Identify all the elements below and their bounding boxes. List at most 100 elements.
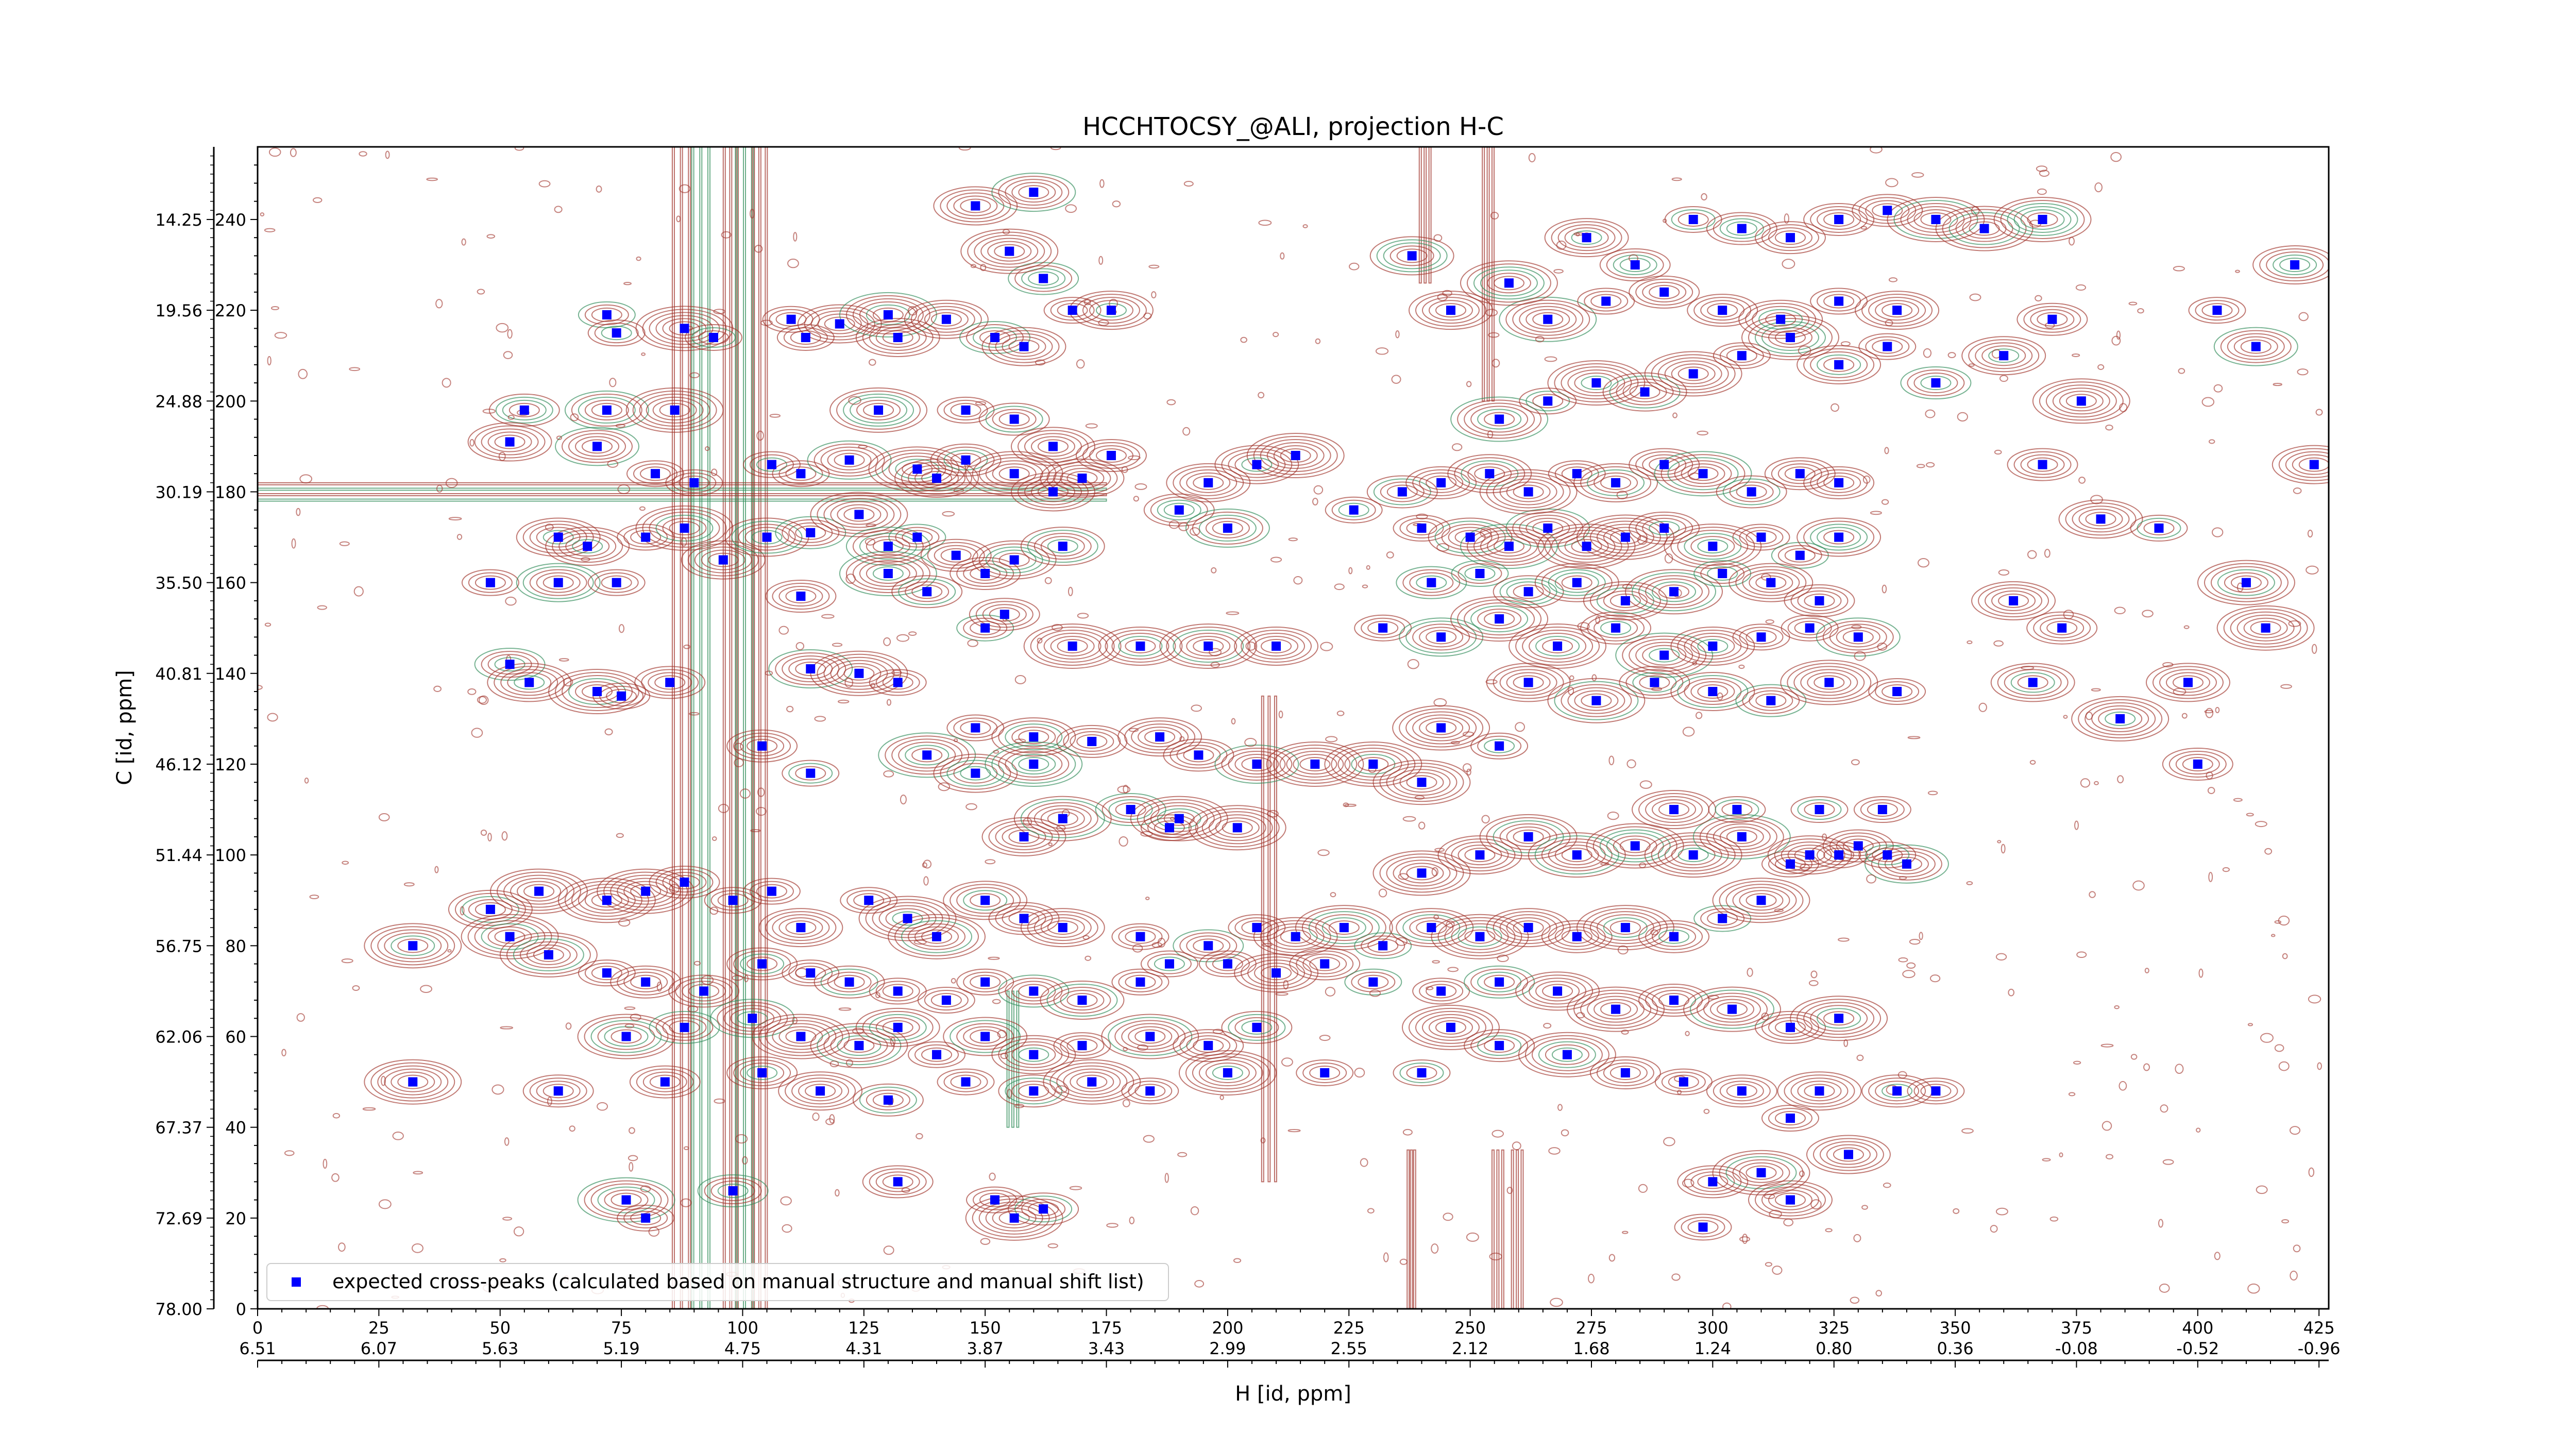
- contour-ring: [1968, 339, 2040, 373]
- expected-peak-marker: [1785, 233, 1795, 243]
- contour-ring: [1842, 838, 1874, 853]
- contour-ring: [852, 298, 924, 331]
- expected-peak-marker: [1048, 487, 1058, 497]
- noise-contour: [433, 685, 442, 693]
- contour-ring: [875, 672, 920, 693]
- contour-ring: [1192, 1056, 1263, 1089]
- expected-peak-marker: [961, 405, 971, 415]
- contour-ring: [2250, 620, 2281, 635]
- contour-ring: [487, 926, 532, 947]
- expected-peak-marker: [1611, 1004, 1621, 1014]
- contour-ring: [1393, 1059, 1451, 1086]
- contour-ring: [1865, 336, 1910, 357]
- noise-contour: [1971, 206, 1980, 216]
- noise-contour: [1433, 234, 1443, 242]
- contour-ring: [1529, 978, 1587, 1005]
- contour-ring: [1286, 750, 1344, 778]
- expected-peak-marker: [1106, 450, 1116, 460]
- noise-contour: [2042, 1158, 2051, 1161]
- contour-ring: [1713, 1077, 1771, 1105]
- contour-ring: [1266, 741, 1364, 787]
- contour-ring: [1793, 666, 1865, 699]
- contour-ring: [1325, 496, 1383, 524]
- contour-streak: [751, 147, 754, 1309]
- noise-contour: [1442, 290, 1452, 297]
- contour-ring: [1706, 1074, 1777, 1108]
- contour-ring: [1609, 920, 1641, 935]
- contour-ring: [1651, 354, 1736, 394]
- expected-peak-marker: [641, 1213, 651, 1223]
- contour-ring: [461, 569, 519, 596]
- contour-ring: [956, 887, 1014, 914]
- contour-ring: [1128, 1026, 1173, 1047]
- noise-contour: [787, 258, 799, 268]
- contour-ring: [1234, 1017, 1279, 1038]
- contour-ring: [1111, 968, 1170, 996]
- y-ppm-tick-label: 14.25: [155, 210, 202, 230]
- contour-ring: [1020, 908, 1105, 948]
- noise-contour: [1697, 430, 1708, 435]
- expected-peak-marker: [728, 1186, 738, 1195]
- noise-contour: [1178, 522, 1190, 531]
- x-point-tick-label: 0: [252, 1318, 263, 1338]
- contour-ring: [1806, 1135, 1891, 1174]
- contour-ring: [1677, 1165, 1749, 1199]
- contour-ring: [2272, 445, 2329, 484]
- expected-peak-marker: [1087, 736, 1097, 746]
- contour-ring: [1590, 294, 1622, 309]
- noise-contour: [676, 215, 681, 223]
- contour-ring: [1732, 1159, 1790, 1186]
- contour-ring: [519, 941, 578, 968]
- expected-peak-marker: [1126, 805, 1136, 815]
- contour-ring: [888, 914, 986, 959]
- contour-ring: [875, 327, 920, 348]
- contour-ring: [1076, 1074, 1108, 1089]
- noise-contour: [1325, 987, 1336, 997]
- contour-ring: [987, 241, 1032, 262]
- expected-peak-marker: [2076, 396, 2086, 406]
- contour-ring: [1170, 742, 1228, 769]
- contour-ring: [980, 238, 1039, 265]
- contour-ring: [2017, 675, 2048, 690]
- contour-ring: [1561, 466, 1592, 481]
- noise-contour: [875, 992, 880, 999]
- contour-ring: [1564, 536, 1609, 557]
- noise-contour: [1953, 1208, 1960, 1214]
- contour-ring: [1473, 266, 1545, 300]
- contour-ring: [1396, 248, 1428, 263]
- noise-contour: [1267, 810, 1279, 818]
- contour-ring: [1522, 629, 1594, 663]
- contour-ring: [765, 911, 837, 945]
- contour-ring: [1008, 829, 1040, 844]
- contour-ring: [2216, 605, 2315, 651]
- contour-ring: [1887, 196, 1985, 242]
- expected-peak-marker: [1877, 805, 1887, 815]
- contour-ring: [1479, 469, 1578, 515]
- noise-contour: [1281, 1057, 1293, 1067]
- contour-ring: [1082, 442, 1140, 469]
- contour-ring: [1178, 1050, 1277, 1096]
- contour-ring: [2252, 245, 2329, 285]
- contour-ring: [859, 560, 917, 587]
- contour-ring: [1392, 705, 1490, 751]
- noise-contour: [378, 813, 390, 821]
- expected-peak-marker: [641, 886, 651, 896]
- contour-ring: [707, 552, 739, 567]
- noise-contour: [1548, 1147, 1561, 1155]
- noise-contour: [338, 1242, 346, 1252]
- noise-contour: [2293, 487, 2302, 494]
- contour-ring: [1961, 336, 2046, 376]
- expected-peak-marker: [1475, 569, 1485, 579]
- noise-contour: [2059, 1152, 2063, 1158]
- contour-ring: [610, 874, 682, 908]
- noise-contour: [2110, 152, 2122, 162]
- contour-ring: [1867, 802, 1898, 817]
- contour-ring: [814, 443, 885, 477]
- noise-contour: [1622, 584, 1633, 590]
- expected-peak-marker: [1688, 850, 1698, 860]
- contour-ring: [1399, 517, 1444, 538]
- noise-contour: [1672, 412, 1678, 418]
- contour-ring: [1401, 1004, 1500, 1050]
- contour-ring: [1697, 638, 1728, 653]
- contour-ring: [882, 452, 953, 486]
